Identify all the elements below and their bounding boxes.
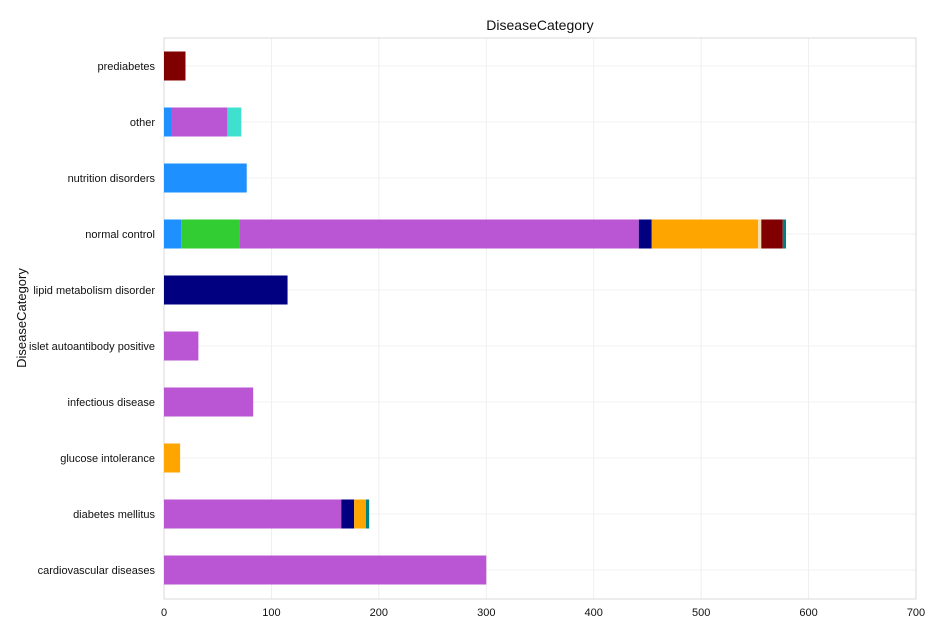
bar-segment <box>164 331 199 361</box>
x-tick-label: 400 <box>585 607 603 619</box>
x-tick-labels: 0 100 200 300 400 500 600 700 <box>161 607 925 619</box>
bar-segment <box>341 499 355 529</box>
bar-segment <box>164 107 172 137</box>
bar-segment <box>239 219 639 249</box>
bar-segment <box>164 51 186 81</box>
bar-segment <box>365 499 370 529</box>
chart-title: DiseaseCategory <box>486 17 593 33</box>
category-tick-label: cardiovascular diseases <box>38 565 156 577</box>
x-tick-label: 600 <box>799 607 817 619</box>
category-tick-label: glucose intolerance <box>60 453 155 465</box>
bar-segment <box>164 499 342 529</box>
bar-segment <box>164 387 254 417</box>
bars <box>164 51 787 585</box>
bar-segment <box>758 219 762 249</box>
category-tick-label: infectious disease <box>68 397 155 409</box>
x-tick-label: 100 <box>262 607 280 619</box>
bar-segment <box>171 107 228 137</box>
bar-segment <box>164 275 288 305</box>
bar-segment <box>638 219 652 249</box>
bar-segment <box>651 219 759 249</box>
bar-segment <box>164 443 181 473</box>
bar-segment <box>164 163 247 193</box>
category-tick-label: normal control <box>85 229 155 241</box>
category-tick-label: nutrition disorders <box>68 173 156 185</box>
plot-area-frame <box>163 37 917 600</box>
x-tick-label: 500 <box>692 607 710 619</box>
bar-segment <box>761 219 783 249</box>
x-tick-label: 300 <box>477 607 495 619</box>
bar-segment <box>164 555 487 585</box>
bar-segment <box>181 219 240 249</box>
x-tick-label: 700 <box>907 607 925 619</box>
bar-segment <box>782 219 787 249</box>
bar-segment <box>354 499 366 529</box>
x-tick-label: 200 <box>370 607 388 619</box>
grid-lines <box>163 38 917 599</box>
category-tick-labels: cardiovascular diseases diabetes mellitus… <box>29 61 155 577</box>
y-axis-label: DiseaseCategory <box>14 268 29 368</box>
x-tick-label: 0 <box>161 607 167 619</box>
category-tick-label: prediabetes <box>98 61 156 73</box>
bar-segment <box>164 219 182 249</box>
category-tick-label: islet autoantibody positive <box>29 341 155 353</box>
category-tick-label: diabetes mellitus <box>73 509 155 521</box>
bar-segment <box>227 107 242 137</box>
category-tick-label: other <box>130 117 155 129</box>
category-tick-label: lipid metabolism disorder <box>33 285 155 297</box>
